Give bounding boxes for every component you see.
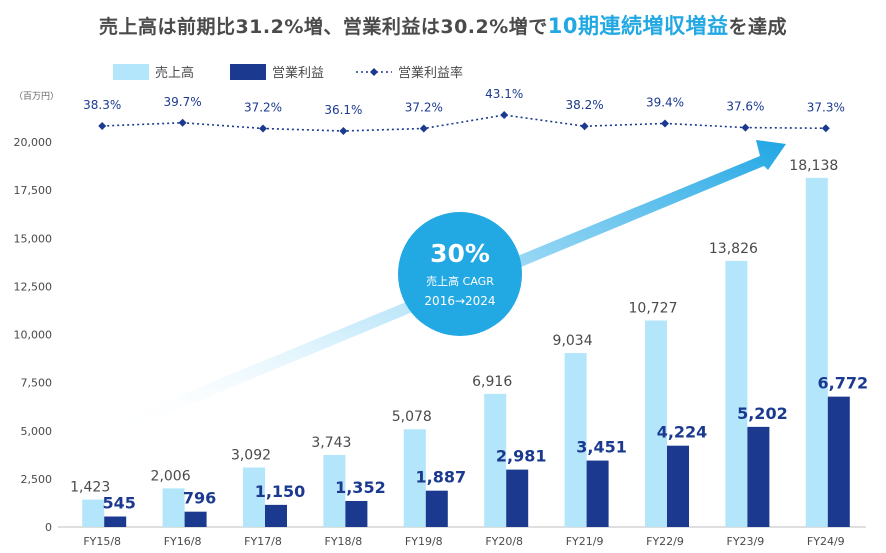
title-part2: を達成 xyxy=(728,16,788,38)
sales-value-label: 2,006 xyxy=(151,468,191,484)
bar-operating-profit xyxy=(586,460,609,527)
cagr-period: 2016→2024 xyxy=(424,294,495,308)
sales-value-label: 18,138 xyxy=(789,158,838,174)
margin-point xyxy=(339,127,348,135)
profit-value-label: 1,150 xyxy=(255,482,306,501)
sales-value-label: 13,826 xyxy=(709,241,758,257)
y-tick-label: 10,000 xyxy=(14,329,53,342)
title-part1: 売上高は前期比31.2%増、営業利益は30.2%増で xyxy=(98,16,548,38)
bar-sales xyxy=(645,320,667,527)
margin-value-label: 36.1% xyxy=(324,103,362,117)
margin-value-label: 37.2% xyxy=(244,100,282,114)
sales-value-label: 3,092 xyxy=(231,447,271,463)
bar-operating-profit xyxy=(827,396,850,527)
x-tick-label: FY15/8 xyxy=(83,535,121,548)
margin-value-label: 39.4% xyxy=(646,95,684,109)
legend-swatch-sales xyxy=(113,64,149,80)
bar-sales xyxy=(484,393,507,527)
margin-value-label: 39.7% xyxy=(164,95,202,109)
bar-sales xyxy=(403,429,426,527)
margin-value-label: 43.1% xyxy=(485,87,523,101)
margin-point xyxy=(178,118,187,127)
margin-point xyxy=(259,124,267,133)
margin-point xyxy=(741,123,750,132)
margin-line xyxy=(102,114,826,132)
profit-value-label: 1,352 xyxy=(335,478,386,497)
bar-sales xyxy=(805,177,828,527)
profit-value-label: 796 xyxy=(183,489,216,508)
y-tick-label: 5,000 xyxy=(21,425,53,438)
title-highlight: 10期連続増収増益 xyxy=(547,14,729,38)
bar-sales xyxy=(162,488,185,527)
bar-operating-profit xyxy=(425,490,448,527)
margin-point xyxy=(580,122,589,131)
bar-operating-profit xyxy=(345,500,368,527)
y-tick-label: 0 xyxy=(45,521,52,534)
bar-sales xyxy=(564,353,587,527)
bar-sales xyxy=(323,454,346,527)
profit-value-label: 2,981 xyxy=(496,447,547,466)
bar-operating-profit xyxy=(184,511,207,527)
unit-label: （百万円） xyxy=(14,91,59,102)
bar-operating-profit xyxy=(104,516,127,527)
x-tick-label: FY20/8 xyxy=(485,535,523,548)
legend-label-profit: 営業利益 xyxy=(272,65,324,81)
y-tick-label: 2,500 xyxy=(21,473,53,486)
legend-swatch-profit xyxy=(230,64,266,80)
y-tick-label: 17,500 xyxy=(14,184,53,197)
sales-value-label: 10,727 xyxy=(629,301,678,317)
margin-point xyxy=(419,124,428,133)
bar-operating-profit xyxy=(265,504,287,527)
margin-point xyxy=(98,121,107,130)
sales-value-label: 3,743 xyxy=(311,435,351,451)
bar-sales xyxy=(725,260,748,527)
margin-point xyxy=(821,124,830,133)
cagr-label: 売上高 CAGR xyxy=(426,274,494,288)
y-tick-label: 20,000 xyxy=(14,136,53,149)
sales-value-label: 9,034 xyxy=(553,333,593,349)
x-tick-label: FY19/8 xyxy=(405,535,443,548)
bar-operating-profit xyxy=(667,445,689,527)
margin-value-label: 38.3% xyxy=(83,98,121,112)
legend-swatch-margin-marker xyxy=(370,68,378,76)
x-tick-label: FY22/9 xyxy=(646,535,684,548)
profit-value-label: 1,887 xyxy=(415,468,466,487)
cagr-circle xyxy=(398,212,522,336)
chart-title: 売上高は前期比31.2%増、営業利益は30.2%増で10期連続増収増益を達成 xyxy=(0,10,886,40)
y-tick-label: 7,500 xyxy=(21,377,53,390)
bar-operating-profit xyxy=(506,469,529,527)
margin-point xyxy=(500,111,509,119)
x-tick-label: FY21/9 xyxy=(566,535,604,548)
profit-value-label: 545 xyxy=(102,494,135,513)
y-tick-label: 12,500 xyxy=(14,280,53,293)
margin-value-label: 37.6% xyxy=(726,100,764,114)
margin-point xyxy=(661,119,669,128)
margin-value-label: 37.2% xyxy=(405,100,443,114)
profit-value-label: 3,451 xyxy=(576,438,627,457)
cagr-value: 30% xyxy=(430,239,490,268)
profit-value-label: 4,224 xyxy=(657,423,708,442)
profit-value-label: 6,772 xyxy=(817,374,868,393)
x-tick-label: FY24/9 xyxy=(807,535,845,548)
legend-label-margin: 営業利益率 xyxy=(398,65,463,81)
bar-sales xyxy=(82,499,105,527)
profit-value-label: 5,202 xyxy=(737,404,788,423)
x-tick-label: FY16/8 xyxy=(164,535,202,548)
sales-value-label: 1,423 xyxy=(70,480,110,496)
bar-sales xyxy=(243,467,265,527)
sales-value-label: 5,078 xyxy=(392,409,432,425)
bar-operating-profit xyxy=(747,426,770,527)
margin-value-label: 38.2% xyxy=(566,98,604,112)
x-tick-label: FY23/9 xyxy=(727,535,765,548)
y-tick-label: 15,000 xyxy=(14,232,53,245)
x-tick-label: FY18/8 xyxy=(325,535,363,548)
sales-value-label: 6,916 xyxy=(472,374,512,390)
legend-label-sales: 売上高 xyxy=(155,65,194,81)
margin-value-label: 37.3% xyxy=(807,100,845,114)
x-tick-label: FY17/8 xyxy=(244,535,282,548)
